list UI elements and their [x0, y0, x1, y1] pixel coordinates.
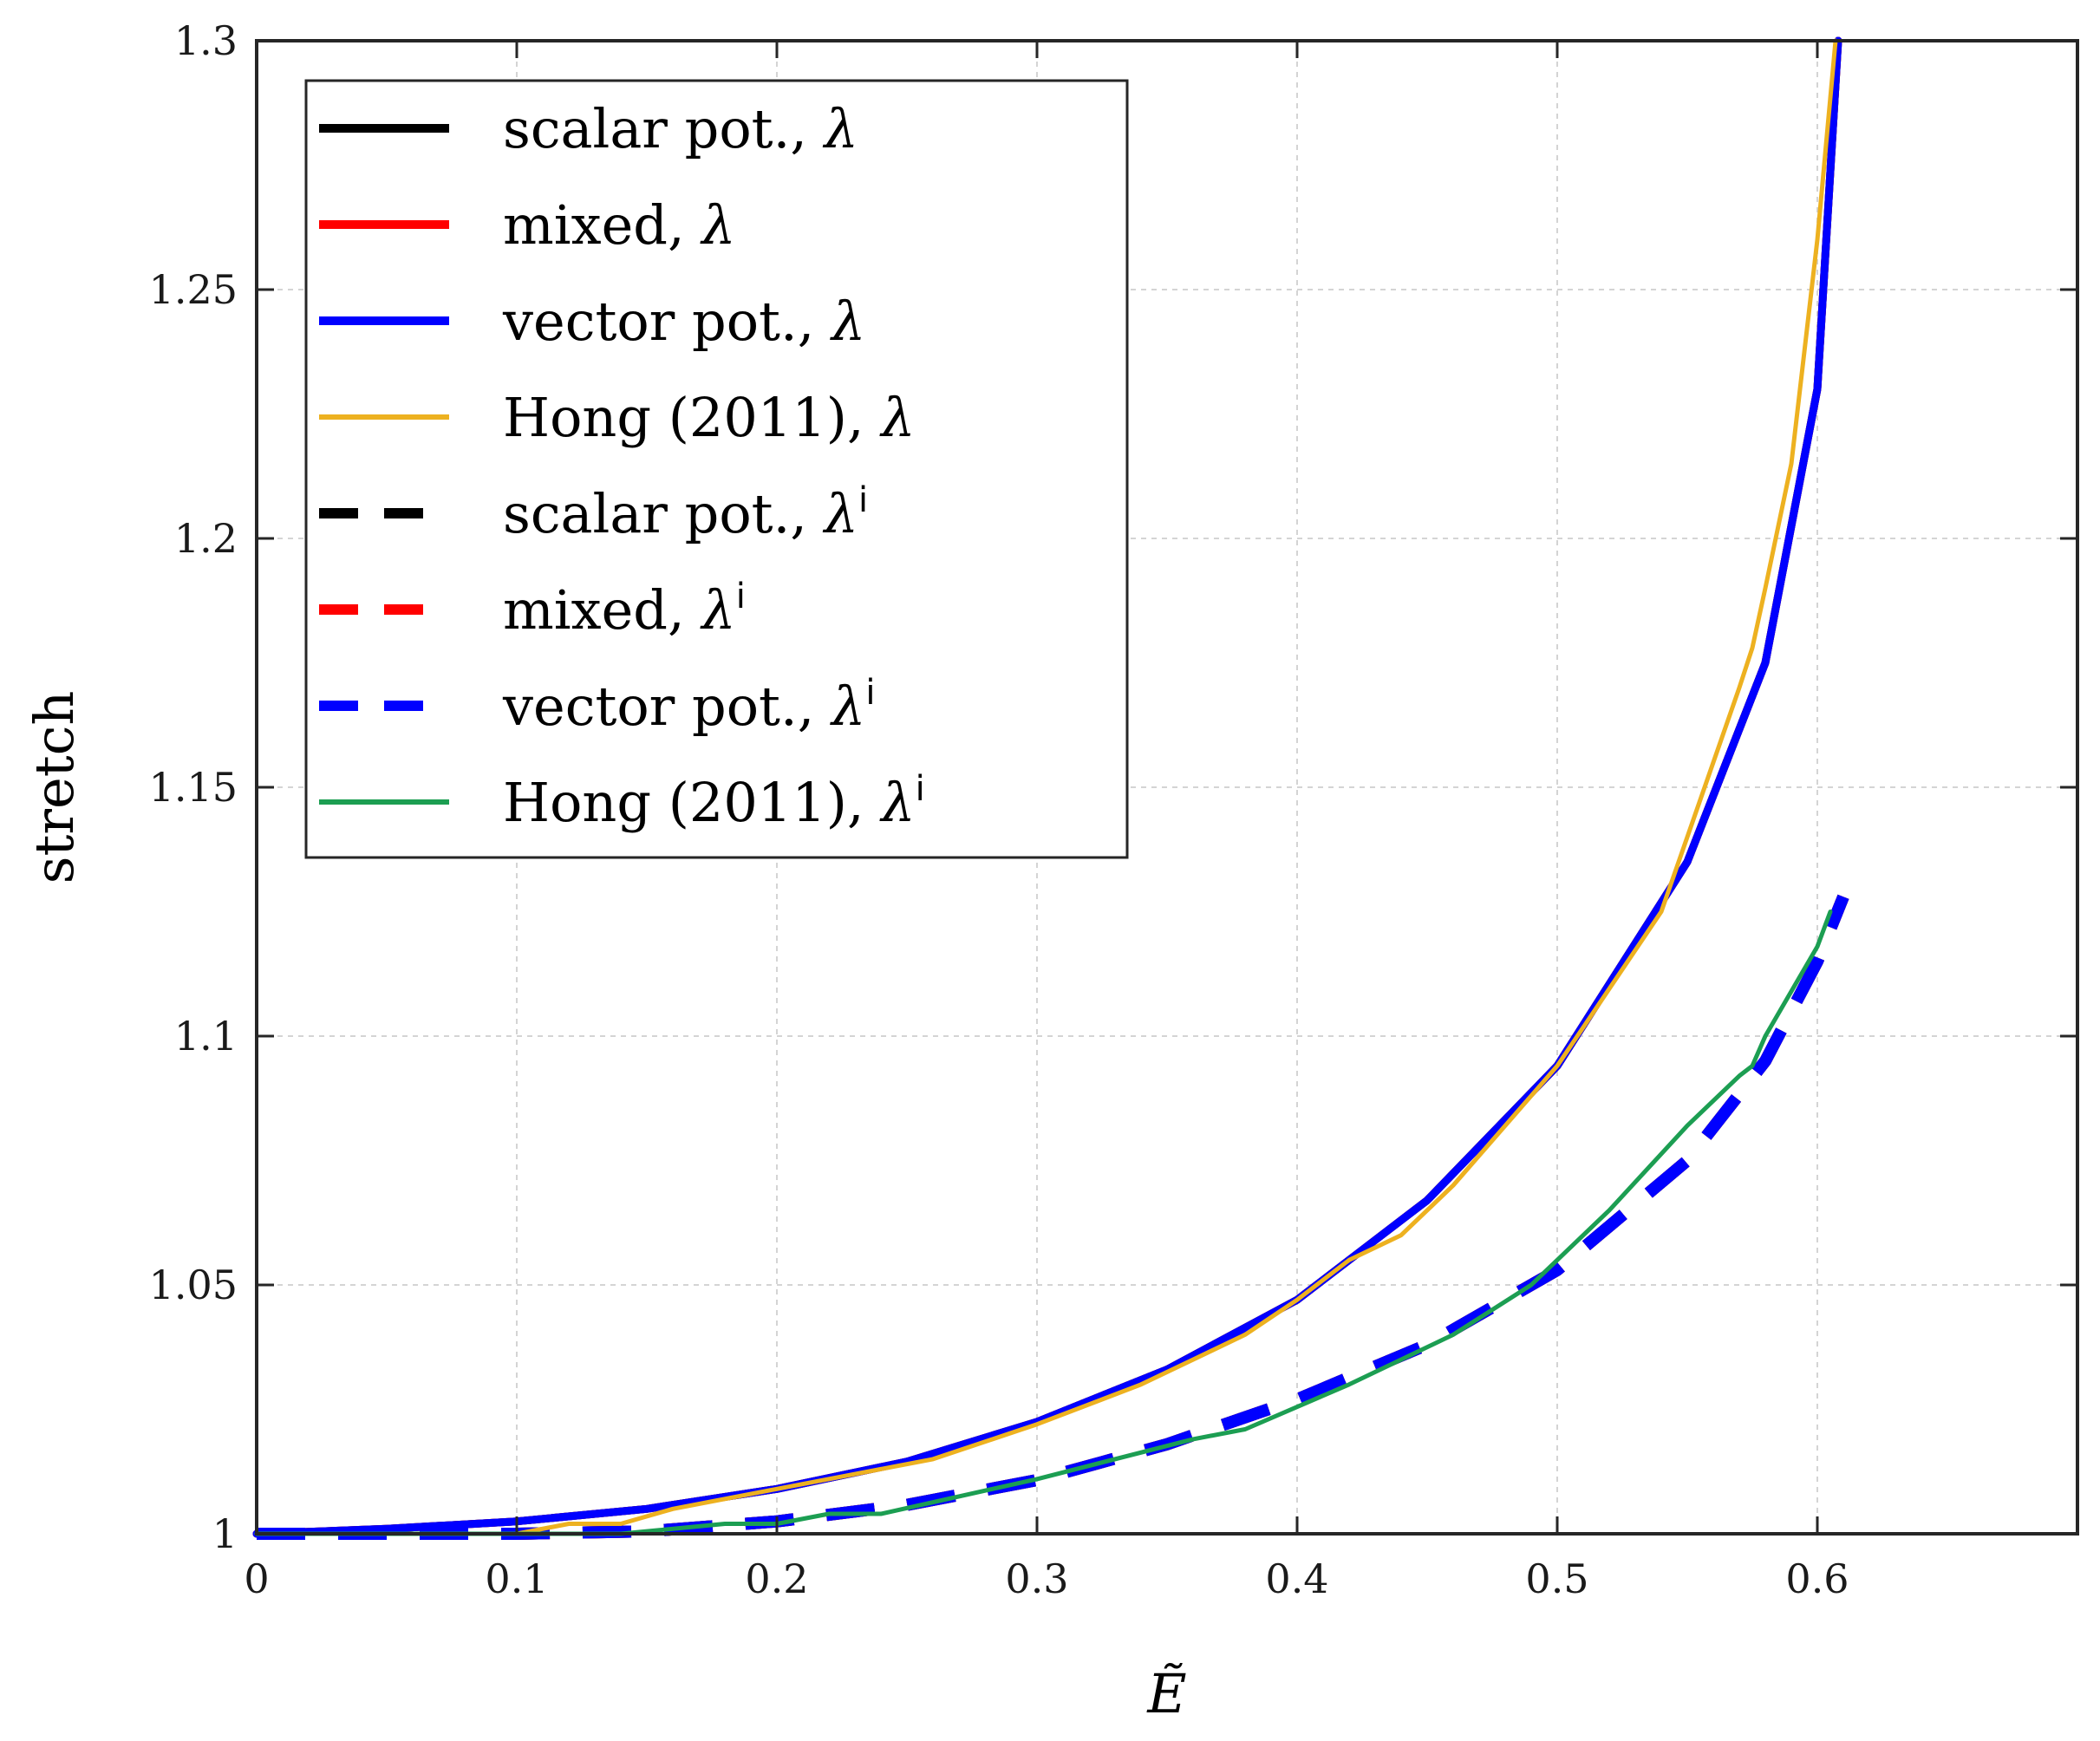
legend-label: vector pot., λ: [502, 290, 865, 353]
legend-label-symbol: λ: [699, 578, 735, 642]
legend-label-text: mixed,: [503, 578, 701, 642]
legend-label-text: Hong (2011),: [503, 386, 881, 449]
x-tick-label: 0.1: [485, 1555, 548, 1602]
x-tick-label: 0.3: [1005, 1555, 1068, 1602]
legend-label: scalar pot., λ: [503, 97, 858, 160]
legend-box: [304, 79, 1129, 859]
x-tick-label: 0.5: [1525, 1555, 1588, 1602]
legend-label-superscript: i: [865, 673, 875, 713]
y-tick-label: 1.15: [149, 764, 238, 811]
legend-label: Hong (2011), λ: [503, 386, 916, 449]
legend-label-text: vector pot.,: [502, 290, 832, 353]
series-line: [252, 36, 1842, 1538]
legend-label-text: mixed,: [503, 193, 701, 257]
legend-label-symbol: λ: [829, 675, 865, 738]
legend-label-text: Hong (2011),: [503, 771, 881, 834]
legend-label-superscript: i: [736, 577, 746, 616]
legend-label-symbol: λ: [822, 97, 858, 160]
y-tick-label: 1.25: [149, 266, 238, 313]
legend-label-symbol: λ: [829, 290, 865, 353]
legend-label: Hong (2011), λi: [503, 769, 925, 834]
y-axis-label: stretch: [23, 691, 86, 884]
legend-label: scalar pot., λi: [503, 480, 868, 545]
legend-label: vector pot., λi: [502, 673, 876, 738]
y-tick-label: 1.1: [174, 1013, 238, 1060]
legend-label-text: scalar pot.,: [503, 97, 825, 160]
ticks: 0 0.1 0.2 0.3 0.4 0.5 0.6 1 1.05 1.1 1.15 1.2 1.25 1.…: [149, 17, 2077, 1602]
series-layer: [252, 36, 1849, 1540]
legend-label-superscript: i: [916, 769, 925, 809]
series-line: [254, 910, 1833, 1536]
x-tick-label: 0: [244, 1555, 269, 1602]
legend-label-symbol: λ: [699, 193, 735, 257]
x-tick-label: 0.2: [745, 1555, 808, 1602]
legend-label: mixed, λ: [503, 193, 736, 257]
legend-label-text: vector pot.,: [502, 675, 832, 738]
legend-label-superscript: i: [858, 480, 868, 520]
y-tick-label: 1.3: [174, 17, 238, 64]
legend-label-symbol: λ: [878, 771, 915, 834]
x-tick-label: 0.4: [1265, 1555, 1328, 1602]
legend-label: mixed, λi: [503, 577, 746, 642]
x-axis-label: Ẽ: [1146, 1662, 1186, 1725]
legend-label-text: scalar pot.,: [503, 482, 825, 545]
legend-label-symbol: λ: [822, 482, 858, 545]
x-tick-label: 0.6: [1785, 1555, 1849, 1602]
y-tick-label: 1: [212, 1510, 238, 1557]
y-tick-label: 1.05: [149, 1262, 238, 1308]
y-tick-label: 1.2: [174, 515, 238, 562]
series-line: [254, 38, 1838, 1536]
legend-label-symbol: λ: [878, 386, 915, 449]
